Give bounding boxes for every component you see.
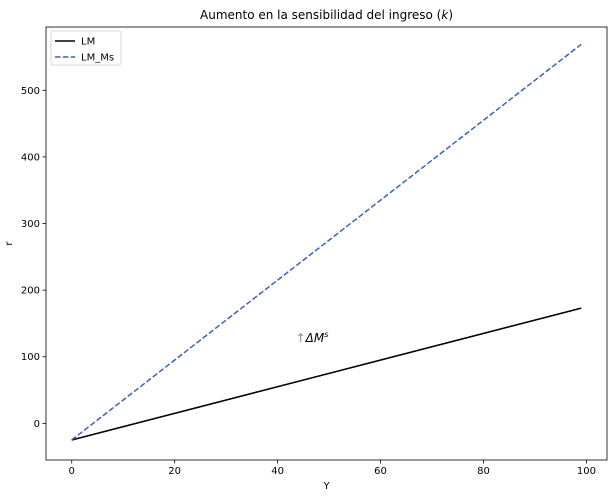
x-axis-label: Y (322, 481, 330, 492)
legend: LM LM_Ms (50, 30, 122, 66)
x-tick-label: 0 (69, 466, 75, 477)
y-tick-label: 0 (34, 419, 40, 430)
series-line-lm (71, 307, 582, 441)
chart-title-prefix: Aumento en la sensibilidad del ingreso ( (200, 8, 441, 22)
y-tick-label: 200 (21, 286, 40, 297)
legend-label: LM (81, 37, 95, 48)
chart-title: Aumento en la sensibilidad del ingreso (… (200, 8, 453, 22)
series-line-lm-ms (71, 43, 582, 441)
plot-frame (45, 26, 608, 461)
y-tick-label: 400 (21, 152, 40, 163)
x-tick-label: 100 (577, 466, 596, 477)
annotation-main: ΔM (305, 331, 325, 345)
x-tick-label: 20 (168, 466, 181, 477)
chart-title-suffix: ) (448, 8, 453, 22)
annotation-arrow: ↑ (296, 331, 306, 345)
y-tick-label: 300 (21, 219, 40, 230)
legend-label: LM_Ms (81, 53, 114, 64)
x-tick-label: 80 (477, 466, 490, 477)
y-tick-label: 100 (21, 352, 40, 363)
y-tick-label: 500 (21, 86, 40, 97)
y-axis-label: r (4, 241, 15, 246)
axes: 0 20 40 60 80 100 0 100 200 300 400 500 (21, 26, 608, 477)
chart-title-variable: k (441, 8, 449, 22)
x-tick-label: 40 (271, 466, 284, 477)
x-tick-label: 60 (374, 466, 387, 477)
annotation-delta-ms: ↑ΔMs (296, 330, 329, 345)
plot-area: ↑ΔMs (71, 43, 582, 441)
legend-box (50, 30, 122, 66)
annotation-superscript: s (324, 330, 328, 339)
